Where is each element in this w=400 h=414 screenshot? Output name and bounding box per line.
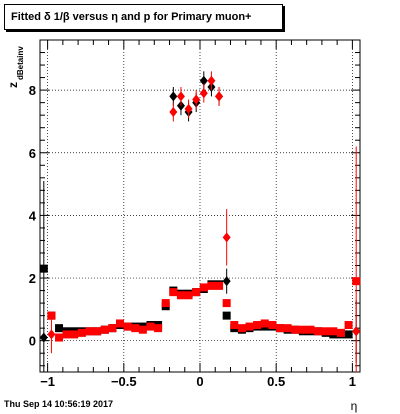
data-marks [39, 71, 361, 372]
data-point-square [306, 325, 315, 334]
data-point-square [336, 328, 345, 337]
data-point-square [276, 324, 284, 333]
x-tick-label: 0 [196, 374, 203, 389]
data-point-square [329, 327, 338, 336]
data-point-square [222, 299, 231, 308]
y-tick-label: 6 [29, 146, 36, 161]
data-point-square [291, 325, 300, 334]
y-axis-label: z [6, 82, 20, 88]
data-point-square [184, 291, 193, 300]
data-point-square [321, 327, 330, 336]
data-point-square [253, 321, 262, 330]
y-axis-label-subscript: dBetainv [16, 46, 25, 80]
data-point-square [55, 324, 64, 333]
tick-labels: −1 −0.5 0 0.5 1 0 2 4 6 8 [29, 83, 356, 389]
grid [40, 40, 360, 372]
data-point-diamond [199, 75, 208, 86]
data-point-square [62, 330, 71, 339]
x-tick-label: −1 [40, 374, 55, 389]
data-point-square [344, 321, 353, 330]
data-point-square [176, 291, 185, 300]
x-tick-label: 1 [349, 374, 356, 389]
data-point-diamond [222, 276, 231, 287]
data-point-square [146, 322, 155, 331]
data-point-diamond [176, 91, 185, 102]
data-point-square [123, 322, 132, 331]
chart-title: Fitted δ 1/β versus η and p for Primary … [11, 11, 252, 23]
data-point-square [215, 281, 224, 290]
y-tick-label: 8 [29, 83, 36, 98]
data-point-square [55, 333, 64, 342]
data-point-diamond [47, 329, 56, 340]
data-point-square [70, 330, 79, 339]
chart-title-box: Fitted δ 1/β versus η and p for Primary … [4, 4, 283, 30]
data-point-square [207, 281, 216, 290]
y-tick-label: 4 [29, 208, 37, 223]
x-axis-label: η [351, 399, 358, 413]
data-point-diamond [352, 326, 361, 337]
data-point-square [138, 325, 147, 334]
data-point-diamond [192, 94, 201, 105]
data-point-square [283, 324, 292, 333]
data-point-square [93, 327, 102, 336]
data-point-square [314, 327, 323, 336]
data-point-square [131, 324, 140, 333]
data-point-diamond [39, 332, 48, 343]
data-point-square [192, 288, 201, 297]
data-point-square [199, 283, 208, 292]
data-point-diamond [199, 88, 208, 99]
data-point-square [237, 324, 246, 333]
y-tick-label: 2 [29, 271, 36, 286]
x-tick-label: 0.5 [267, 374, 285, 389]
data-point-diamond [169, 91, 178, 102]
y-tick-label: 0 [29, 334, 36, 349]
data-point-square [260, 319, 269, 328]
data-point-square [77, 328, 86, 337]
data-point-square [245, 322, 254, 331]
data-point-square [108, 324, 117, 333]
data-point-square [85, 327, 94, 336]
data-point-square [268, 321, 277, 330]
data-point-square [298, 325, 307, 334]
data-point-diamond [184, 103, 193, 114]
x-tick-label: −0.5 [111, 374, 137, 389]
data-point-square [222, 311, 231, 320]
timestamp: Thu Sep 14 10:56:19 2017 [4, 399, 114, 409]
data-point-square [161, 299, 170, 308]
data-point-diamond [215, 91, 224, 102]
data-point-square [344, 330, 353, 339]
data-point-square [169, 288, 178, 297]
data-point-square [230, 321, 239, 330]
data-point-diamond [222, 232, 231, 243]
data-point-diamond [207, 75, 216, 86]
data-point-square [100, 325, 109, 334]
data-point-diamond [169, 107, 178, 118]
data-point-square [116, 319, 124, 328]
data-point-square [154, 324, 163, 333]
